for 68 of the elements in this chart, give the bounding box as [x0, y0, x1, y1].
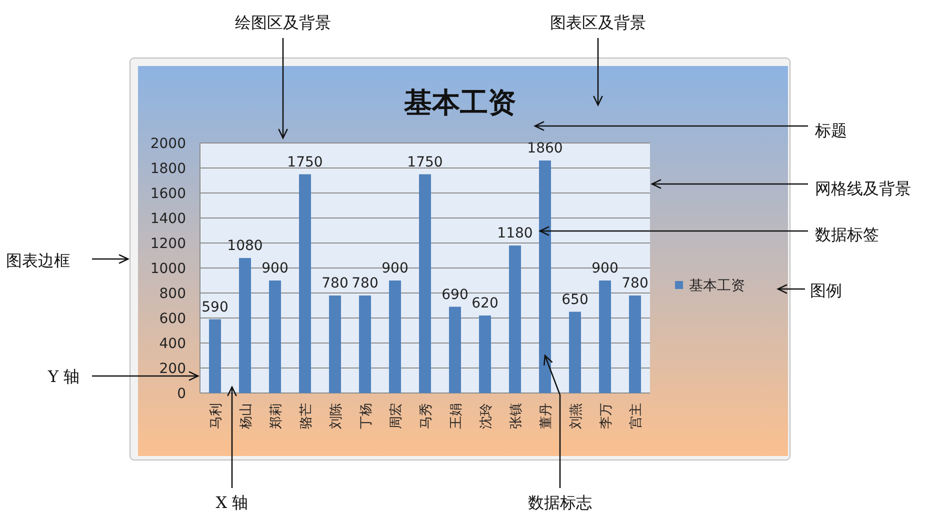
y-tick-label: 1400: [150, 211, 186, 227]
x-tick-label: 马秀: [419, 403, 434, 429]
x-tick-label: 宫主: [628, 403, 644, 429]
x-tick-label: 张镇: [509, 403, 524, 429]
x-tick-label: 丁杨: [359, 403, 374, 429]
y-tick-label: 200: [159, 361, 186, 377]
data-label: 780: [622, 276, 648, 292]
data-label: 1180: [497, 226, 533, 242]
x-tick-label: 杨山: [239, 403, 254, 430]
text: 网格线及背景: [815, 179, 911, 198]
y-tick-label: 1200: [150, 236, 186, 252]
bar: [329, 296, 341, 393]
x-tick-label: 刘燕: [569, 403, 584, 429]
data-label: 900: [382, 260, 408, 276]
x-tick-label: 周宏: [388, 403, 404, 429]
x-tick-label: 沈玲: [479, 403, 494, 429]
x-tick-label: 王娟: [449, 403, 464, 429]
data-label: 1750: [407, 154, 443, 170]
x-tick-label: 李万: [599, 403, 614, 429]
y-tick-label: 1000: [150, 261, 186, 277]
x-tick-label: 董丹: [539, 403, 554, 429]
text: 图表边框: [6, 251, 70, 270]
bar: [419, 174, 431, 393]
y-tick-label: 600: [159, 311, 186, 327]
y-tick-label: 0: [177, 386, 186, 402]
bar: [269, 280, 281, 393]
x-tick-label: 刘陈: [329, 403, 344, 429]
bar: [359, 296, 371, 393]
bar: [629, 296, 641, 393]
data-label: 900: [262, 260, 288, 276]
bar: [539, 160, 551, 393]
bar: [449, 306, 461, 393]
text: 数据标签: [815, 225, 879, 244]
data-label: 1750: [287, 154, 323, 170]
bar: [209, 319, 221, 393]
bar: [299, 174, 311, 393]
bar: [479, 316, 491, 393]
data-label: 900: [592, 260, 618, 276]
legend-label: 基本工资: [689, 278, 745, 294]
data-label: 590: [202, 299, 228, 316]
x-tick-label: 郑莉: [269, 403, 284, 429]
text: X 轴: [216, 493, 248, 512]
annotation: 数据标志: [528, 493, 592, 512]
x-tick-label: 马利: [209, 403, 224, 429]
text: 图例: [810, 281, 842, 300]
bar: [239, 258, 251, 393]
chart-title: 基本工资: [403, 86, 516, 119]
y-tick-label: 1800: [150, 161, 186, 177]
bar: [569, 312, 581, 393]
text: 绘图区及背景: [235, 13, 331, 32]
data-label: 620: [472, 296, 498, 312]
y-tick-label: 800: [159, 286, 186, 302]
data-label: 1080: [227, 238, 263, 254]
text: 标题: [814, 121, 847, 140]
data-label: 650: [562, 292, 588, 308]
y-tick-label: 400: [159, 336, 186, 352]
text: Y 轴: [47, 367, 80, 386]
bar: [389, 280, 401, 393]
x-tick-label: 骆芒: [299, 403, 314, 429]
y-tick-label: 1600: [150, 186, 186, 202]
bar: [509, 246, 521, 393]
bar: [599, 280, 611, 393]
data-label: 690: [442, 286, 468, 303]
y-tick-label: 2000: [150, 136, 186, 152]
data-label: 780: [352, 276, 378, 292]
data-label: 1860: [527, 140, 563, 156]
data-label: 780: [322, 276, 348, 292]
text: 图表区及背景: [550, 13, 646, 32]
